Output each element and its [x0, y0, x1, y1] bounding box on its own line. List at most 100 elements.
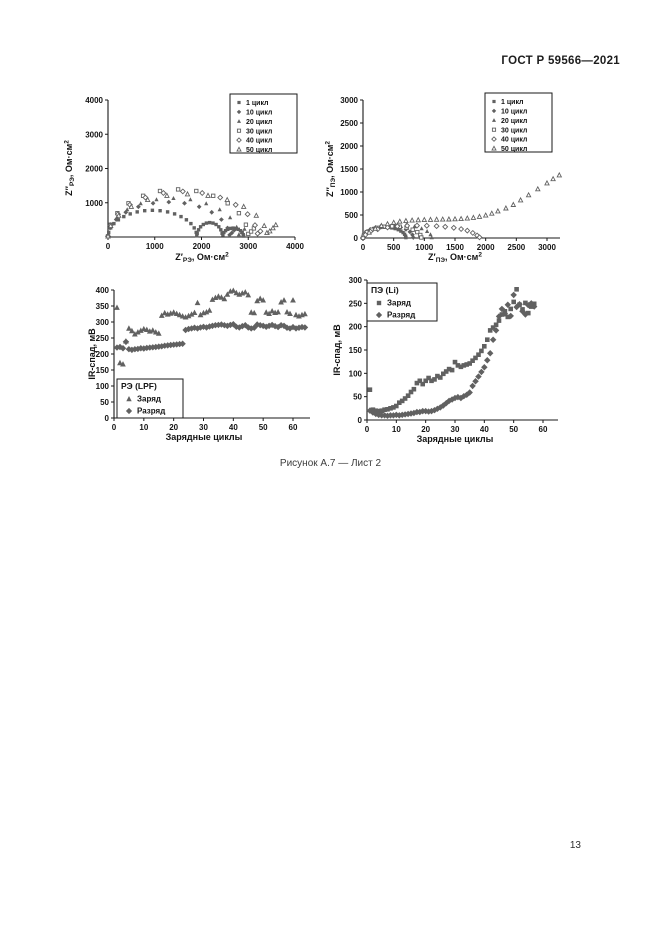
legend-label: 20 цикл	[246, 119, 272, 126]
data-point	[270, 224, 276, 231]
data-point	[254, 297, 261, 304]
data-point	[464, 227, 471, 234]
data-point	[492, 99, 496, 104]
data-point	[188, 311, 195, 317]
data-point	[230, 287, 237, 293]
data-point	[217, 207, 222, 212]
data-point	[504, 301, 511, 308]
data-point	[437, 404, 444, 411]
data-point	[160, 189, 167, 197]
data-point	[204, 201, 209, 206]
data-point	[272, 221, 279, 228]
series-Разряд	[366, 291, 538, 419]
data-point	[511, 299, 516, 305]
data-point	[275, 309, 281, 315]
data-point	[196, 228, 201, 232]
data-point	[278, 299, 284, 305]
data-point	[408, 389, 414, 395]
data-point	[238, 229, 243, 233]
data-point	[284, 309, 290, 315]
data-point	[176, 311, 183, 318]
data-point	[219, 217, 224, 222]
legend-label: 30 цикл	[246, 128, 272, 135]
data-point	[113, 344, 121, 351]
data-point	[242, 289, 249, 295]
data-point	[384, 224, 391, 231]
y-tick-label: 1500	[340, 165, 358, 174]
data-point	[251, 324, 258, 331]
data-point	[140, 345, 148, 352]
data-point	[487, 328, 493, 333]
data-point	[239, 229, 244, 234]
data-point	[482, 212, 489, 218]
data-point	[222, 230, 226, 235]
data-point	[203, 309, 210, 315]
legend-box	[484, 92, 553, 153]
re-impedance-nyquist-plot: 0 1000 2000 3000 4000 1000 2000 3000 4000 Z′РЭ, О…	[64, 93, 304, 264]
data-point	[493, 322, 499, 328]
y-tick-label: 50	[353, 393, 362, 402]
data-point	[245, 292, 252, 298]
data-point	[107, 230, 111, 235]
data-point	[217, 225, 221, 229]
data-point	[478, 368, 485, 376]
data-point	[231, 226, 235, 230]
data-point	[482, 344, 487, 349]
data-point	[208, 220, 212, 225]
data-point	[382, 407, 387, 412]
data-point	[495, 207, 501, 214]
data-point	[158, 312, 165, 318]
data-point	[158, 343, 165, 350]
data-point	[232, 201, 239, 208]
data-point	[550, 175, 556, 182]
pe-impedance-nyquist-plot: 0 500 1000 1500 2000 2500 3000 0 500 1000 1500 2000…	[325, 92, 563, 264]
data-point	[458, 226, 465, 233]
data-point	[416, 408, 423, 416]
data-point	[223, 229, 228, 233]
data-point	[427, 216, 434, 222]
data-point	[410, 232, 415, 238]
data-point	[491, 136, 497, 142]
data-point	[384, 412, 391, 419]
data-point	[385, 407, 390, 412]
data-point	[117, 359, 123, 366]
data-point	[175, 187, 181, 192]
data-point	[115, 212, 122, 218]
data-point	[433, 216, 440, 222]
data-point	[166, 199, 172, 205]
data-point	[413, 222, 421, 229]
data-point	[376, 300, 382, 306]
data-point	[419, 226, 424, 231]
data-point	[396, 218, 403, 224]
data-point	[236, 232, 241, 237]
data-point	[293, 311, 299, 318]
figure-caption: Рисунок А.7 — Лист 2	[279, 458, 382, 469]
data-point	[184, 218, 189, 222]
x-tick-label: 50	[259, 423, 268, 432]
data-point	[420, 381, 425, 387]
x-tick-label: 0	[365, 425, 370, 434]
data-point	[136, 204, 141, 210]
data-point	[157, 188, 163, 194]
data-point	[194, 299, 201, 306]
y-tick-label: 400	[96, 286, 110, 295]
data-point	[491, 108, 497, 114]
data-point	[402, 396, 408, 401]
data-point	[522, 311, 529, 318]
series-40 цикл	[362, 222, 483, 241]
data-point	[484, 357, 491, 364]
data-point	[396, 228, 400, 232]
data-point	[195, 233, 199, 238]
x-tick-label: 0	[112, 423, 117, 432]
data-point	[179, 214, 183, 219]
data-point	[491, 145, 497, 151]
data-point	[510, 291, 517, 299]
y-tick-label: 2000	[85, 165, 103, 174]
x-axis-label: Зарядные циклы	[417, 434, 494, 444]
data-point	[161, 309, 168, 316]
data-point	[526, 310, 531, 316]
data-point	[234, 224, 239, 229]
data-point	[114, 304, 120, 310]
x-tick-label: 0	[106, 242, 111, 251]
data-point	[423, 378, 428, 384]
